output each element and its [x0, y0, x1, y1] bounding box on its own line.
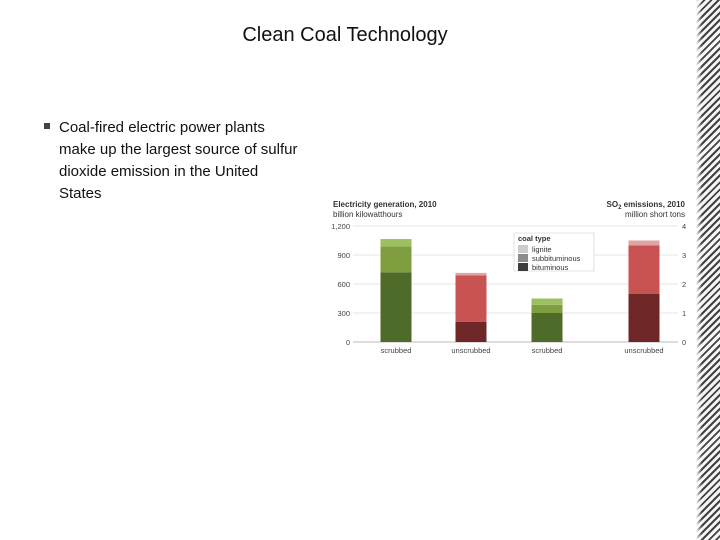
right-tick-label: 0 [682, 338, 686, 347]
bar-segment-lignite [380, 239, 412, 247]
coal-generation-so2-chart: Electricity generation, 2010 billion kil… [331, 200, 686, 355]
bullet-text: Coal-fired electric power plants make up… [59, 119, 298, 202]
bar-segment-bituminous [628, 293, 660, 342]
bar-segment-lignite [628, 240, 660, 246]
legend-swatch [518, 254, 528, 262]
right-tick-label: 2 [682, 280, 686, 289]
bar-segment-subbituminous [455, 275, 487, 322]
left-tick-label: 300 [337, 309, 350, 318]
chart-bars [380, 239, 660, 342]
legend-entry-subbituminous: subbituminous [532, 254, 581, 263]
category-label: scrubbed [381, 346, 412, 355]
legend-entry-bituminous: bituminous [532, 263, 569, 272]
left-tick-label: 0 [346, 338, 350, 347]
bar-segment-subbituminous [380, 246, 412, 273]
chart-right-title-suffix: emissions, 2010 [621, 200, 685, 209]
left-tick-label: 900 [337, 251, 350, 260]
chart-right-title-prefix: SO [607, 200, 619, 209]
category-label: unscrubbed [451, 346, 490, 355]
right-tick-label: 1 [682, 309, 686, 318]
legend-swatch [518, 245, 528, 253]
category-label: unscrubbed [624, 346, 663, 355]
legend-swatch [518, 263, 528, 271]
right-tick-label: 4 [682, 222, 686, 231]
bar-segment-lignite [531, 298, 563, 305]
chart-left-unit: billion kilowatthours [333, 210, 402, 219]
right-tick-label: 3 [682, 251, 686, 260]
bar-segment-bituminous [531, 313, 563, 342]
legend-title: coal type [518, 234, 551, 243]
square-bullet-icon [44, 123, 50, 129]
left-tick-label: 600 [337, 280, 350, 289]
bar-segment-subbituminous [531, 304, 563, 313]
bar-segment-subbituminous [628, 245, 660, 294]
bar-segment-bituminous [380, 272, 412, 342]
category-label: scrubbed [532, 346, 563, 355]
bullet-item: Coal-fired electric power plants make up… [44, 117, 304, 205]
chart-right-title: SO2 emissions, 2010 [607, 200, 686, 211]
chart-right-unit: million short tons [625, 210, 685, 219]
chart-right-title-sub: 2 [618, 205, 622, 211]
bar-segment-lignite [455, 272, 487, 276]
left-tick-label: 1,200 [331, 222, 350, 231]
slide-title: Clean Coal Technology [242, 24, 448, 46]
chart-ticks: 1,200 4 900 3 600 2 300 1 0 0 [331, 222, 686, 347]
chart-category-labels: scrubbed unscrubbed scrubbed unscrubbed [381, 346, 664, 355]
legend-entry-lignite: lignite [532, 245, 552, 254]
bar-segment-bituminous [455, 321, 487, 342]
decorative-edge-strip [696, 0, 720, 540]
chart-left-title: Electricity generation, 2010 [333, 200, 437, 209]
